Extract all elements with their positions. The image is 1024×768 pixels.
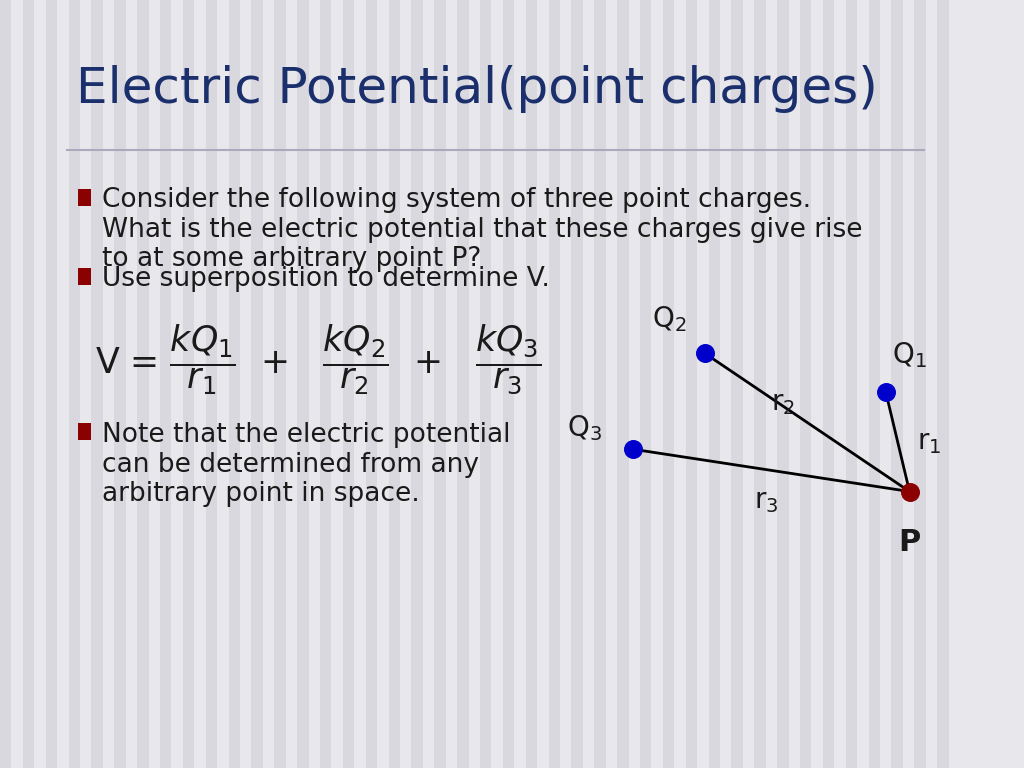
Bar bbox=[503, 0, 514, 768]
Text: r$_2$: r$_2$ bbox=[771, 389, 796, 417]
Text: Consider the following system of three point charges.: Consider the following system of three p… bbox=[102, 187, 811, 214]
Point bbox=[878, 386, 894, 398]
Bar bbox=[868, 0, 880, 768]
Bar bbox=[594, 0, 606, 768]
Bar bbox=[892, 0, 903, 768]
Bar bbox=[640, 0, 651, 768]
Bar bbox=[823, 0, 835, 768]
Text: $\mathbf{P}$: $\mathbf{P}$ bbox=[898, 528, 921, 558]
Bar bbox=[434, 0, 445, 768]
Point bbox=[696, 347, 713, 359]
Bar bbox=[846, 0, 857, 768]
Bar bbox=[731, 0, 742, 768]
Bar bbox=[480, 0, 492, 768]
Text: r$_3$: r$_3$ bbox=[755, 487, 779, 515]
Bar bbox=[777, 0, 788, 768]
Text: V = $\dfrac{kQ_1}{r_1}$  +   $\dfrac{kQ_2}{r_2}$  +   $\dfrac{kQ_3}{r_3}$: V = $\dfrac{kQ_1}{r_1}$ + $\dfrac{kQ_2}{… bbox=[95, 323, 542, 396]
Bar bbox=[755, 0, 766, 768]
Text: Use superposition to determine V.: Use superposition to determine V. bbox=[102, 266, 550, 293]
Text: can be determined from any: can be determined from any bbox=[102, 452, 479, 478]
Text: to at some arbitrary point P?: to at some arbitrary point P? bbox=[102, 246, 481, 272]
Bar bbox=[571, 0, 583, 768]
Bar bbox=[206, 0, 217, 768]
Bar bbox=[319, 0, 332, 768]
Bar bbox=[366, 0, 377, 768]
Point bbox=[901, 485, 918, 498]
Bar bbox=[937, 0, 948, 768]
Bar bbox=[46, 0, 57, 768]
Bar bbox=[686, 0, 697, 768]
Bar bbox=[549, 0, 560, 768]
Bar bbox=[91, 0, 102, 768]
Bar bbox=[78, 423, 91, 440]
Bar bbox=[160, 0, 171, 768]
Text: Q$_2$: Q$_2$ bbox=[652, 304, 687, 334]
Point bbox=[625, 443, 641, 455]
Bar bbox=[228, 0, 240, 768]
Text: Q$_1$: Q$_1$ bbox=[892, 340, 927, 370]
Bar bbox=[252, 0, 263, 768]
Bar bbox=[412, 0, 423, 768]
Bar bbox=[388, 0, 400, 768]
Bar bbox=[297, 0, 308, 768]
Text: Q$_3$: Q$_3$ bbox=[566, 413, 602, 443]
Bar bbox=[69, 0, 80, 768]
Bar bbox=[183, 0, 195, 768]
Bar bbox=[663, 0, 674, 768]
Bar bbox=[78, 189, 91, 206]
Bar bbox=[78, 268, 91, 285]
Text: Electric Potential(point charges): Electric Potential(point charges) bbox=[76, 65, 878, 113]
Bar bbox=[0, 0, 11, 768]
Bar bbox=[617, 0, 629, 768]
Bar bbox=[23, 0, 34, 768]
Text: arbitrary point in space.: arbitrary point in space. bbox=[102, 481, 420, 507]
Bar bbox=[800, 0, 811, 768]
Text: Note that the electric potential: Note that the electric potential bbox=[102, 422, 510, 449]
Bar bbox=[137, 0, 148, 768]
Bar bbox=[914, 0, 926, 768]
Bar bbox=[525, 0, 538, 768]
Bar bbox=[274, 0, 286, 768]
Bar bbox=[457, 0, 469, 768]
Bar bbox=[115, 0, 126, 768]
Bar bbox=[709, 0, 720, 768]
Text: What is the electric potential that these charges give rise: What is the electric potential that thes… bbox=[102, 217, 862, 243]
Text: r$_1$: r$_1$ bbox=[916, 428, 941, 455]
Bar bbox=[343, 0, 354, 768]
